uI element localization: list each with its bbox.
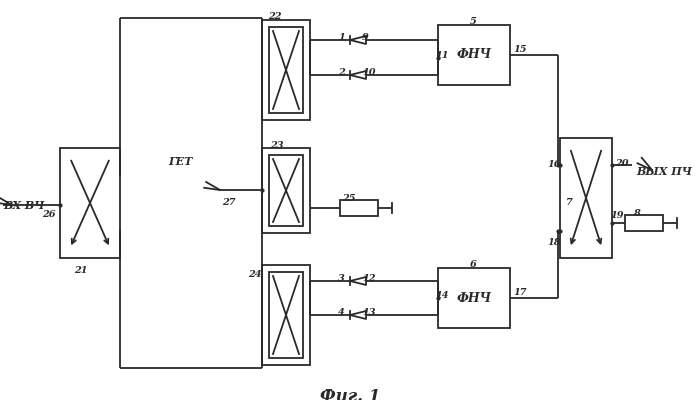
Text: 26: 26: [42, 210, 55, 219]
Text: Фиг. 1: Фиг. 1: [320, 388, 380, 400]
Text: ФНЧ: ФНЧ: [456, 292, 491, 304]
Bar: [262, 148, 310, 233]
Bar: [269, 27, 303, 113]
Text: 15: 15: [513, 45, 526, 54]
Text: 4: 4: [338, 308, 345, 317]
Text: 6: 6: [470, 260, 477, 269]
Text: 8: 8: [633, 209, 640, 218]
Text: 22: 22: [268, 12, 282, 21]
Bar: [340, 200, 378, 216]
Bar: [560, 138, 612, 258]
Text: 25: 25: [342, 194, 356, 203]
Bar: [438, 25, 510, 85]
Text: 27: 27: [222, 198, 236, 207]
Text: 16: 16: [547, 160, 561, 169]
Text: 1: 1: [338, 33, 345, 42]
Text: 19: 19: [610, 211, 624, 220]
Text: 24: 24: [248, 270, 261, 279]
Text: 7: 7: [566, 198, 572, 207]
Text: 20: 20: [615, 159, 628, 168]
Text: 14: 14: [435, 291, 449, 300]
Text: 3: 3: [338, 274, 345, 283]
Bar: [438, 268, 510, 328]
Bar: [269, 272, 303, 358]
Text: 9: 9: [362, 33, 369, 42]
Text: 5: 5: [470, 17, 477, 26]
Text: 17: 17: [513, 288, 526, 297]
Text: ВЫХ ПЧ: ВЫХ ПЧ: [636, 166, 692, 177]
Bar: [262, 20, 310, 120]
Text: ГЕТ: ГЕТ: [168, 156, 192, 167]
Bar: [262, 265, 310, 365]
Text: 12: 12: [362, 274, 375, 283]
Bar: [625, 215, 663, 231]
Text: 10: 10: [362, 68, 375, 77]
Text: ФНЧ: ФНЧ: [456, 48, 491, 62]
Text: 23: 23: [270, 141, 284, 150]
Text: 18: 18: [547, 238, 561, 247]
Bar: [269, 155, 303, 226]
Bar: [60, 148, 120, 258]
Text: 2: 2: [338, 68, 345, 77]
Text: 11: 11: [435, 50, 449, 60]
Text: ВХ ВЧ: ВХ ВЧ: [3, 200, 44, 211]
Text: 13: 13: [362, 308, 375, 317]
Text: 21: 21: [74, 266, 87, 275]
